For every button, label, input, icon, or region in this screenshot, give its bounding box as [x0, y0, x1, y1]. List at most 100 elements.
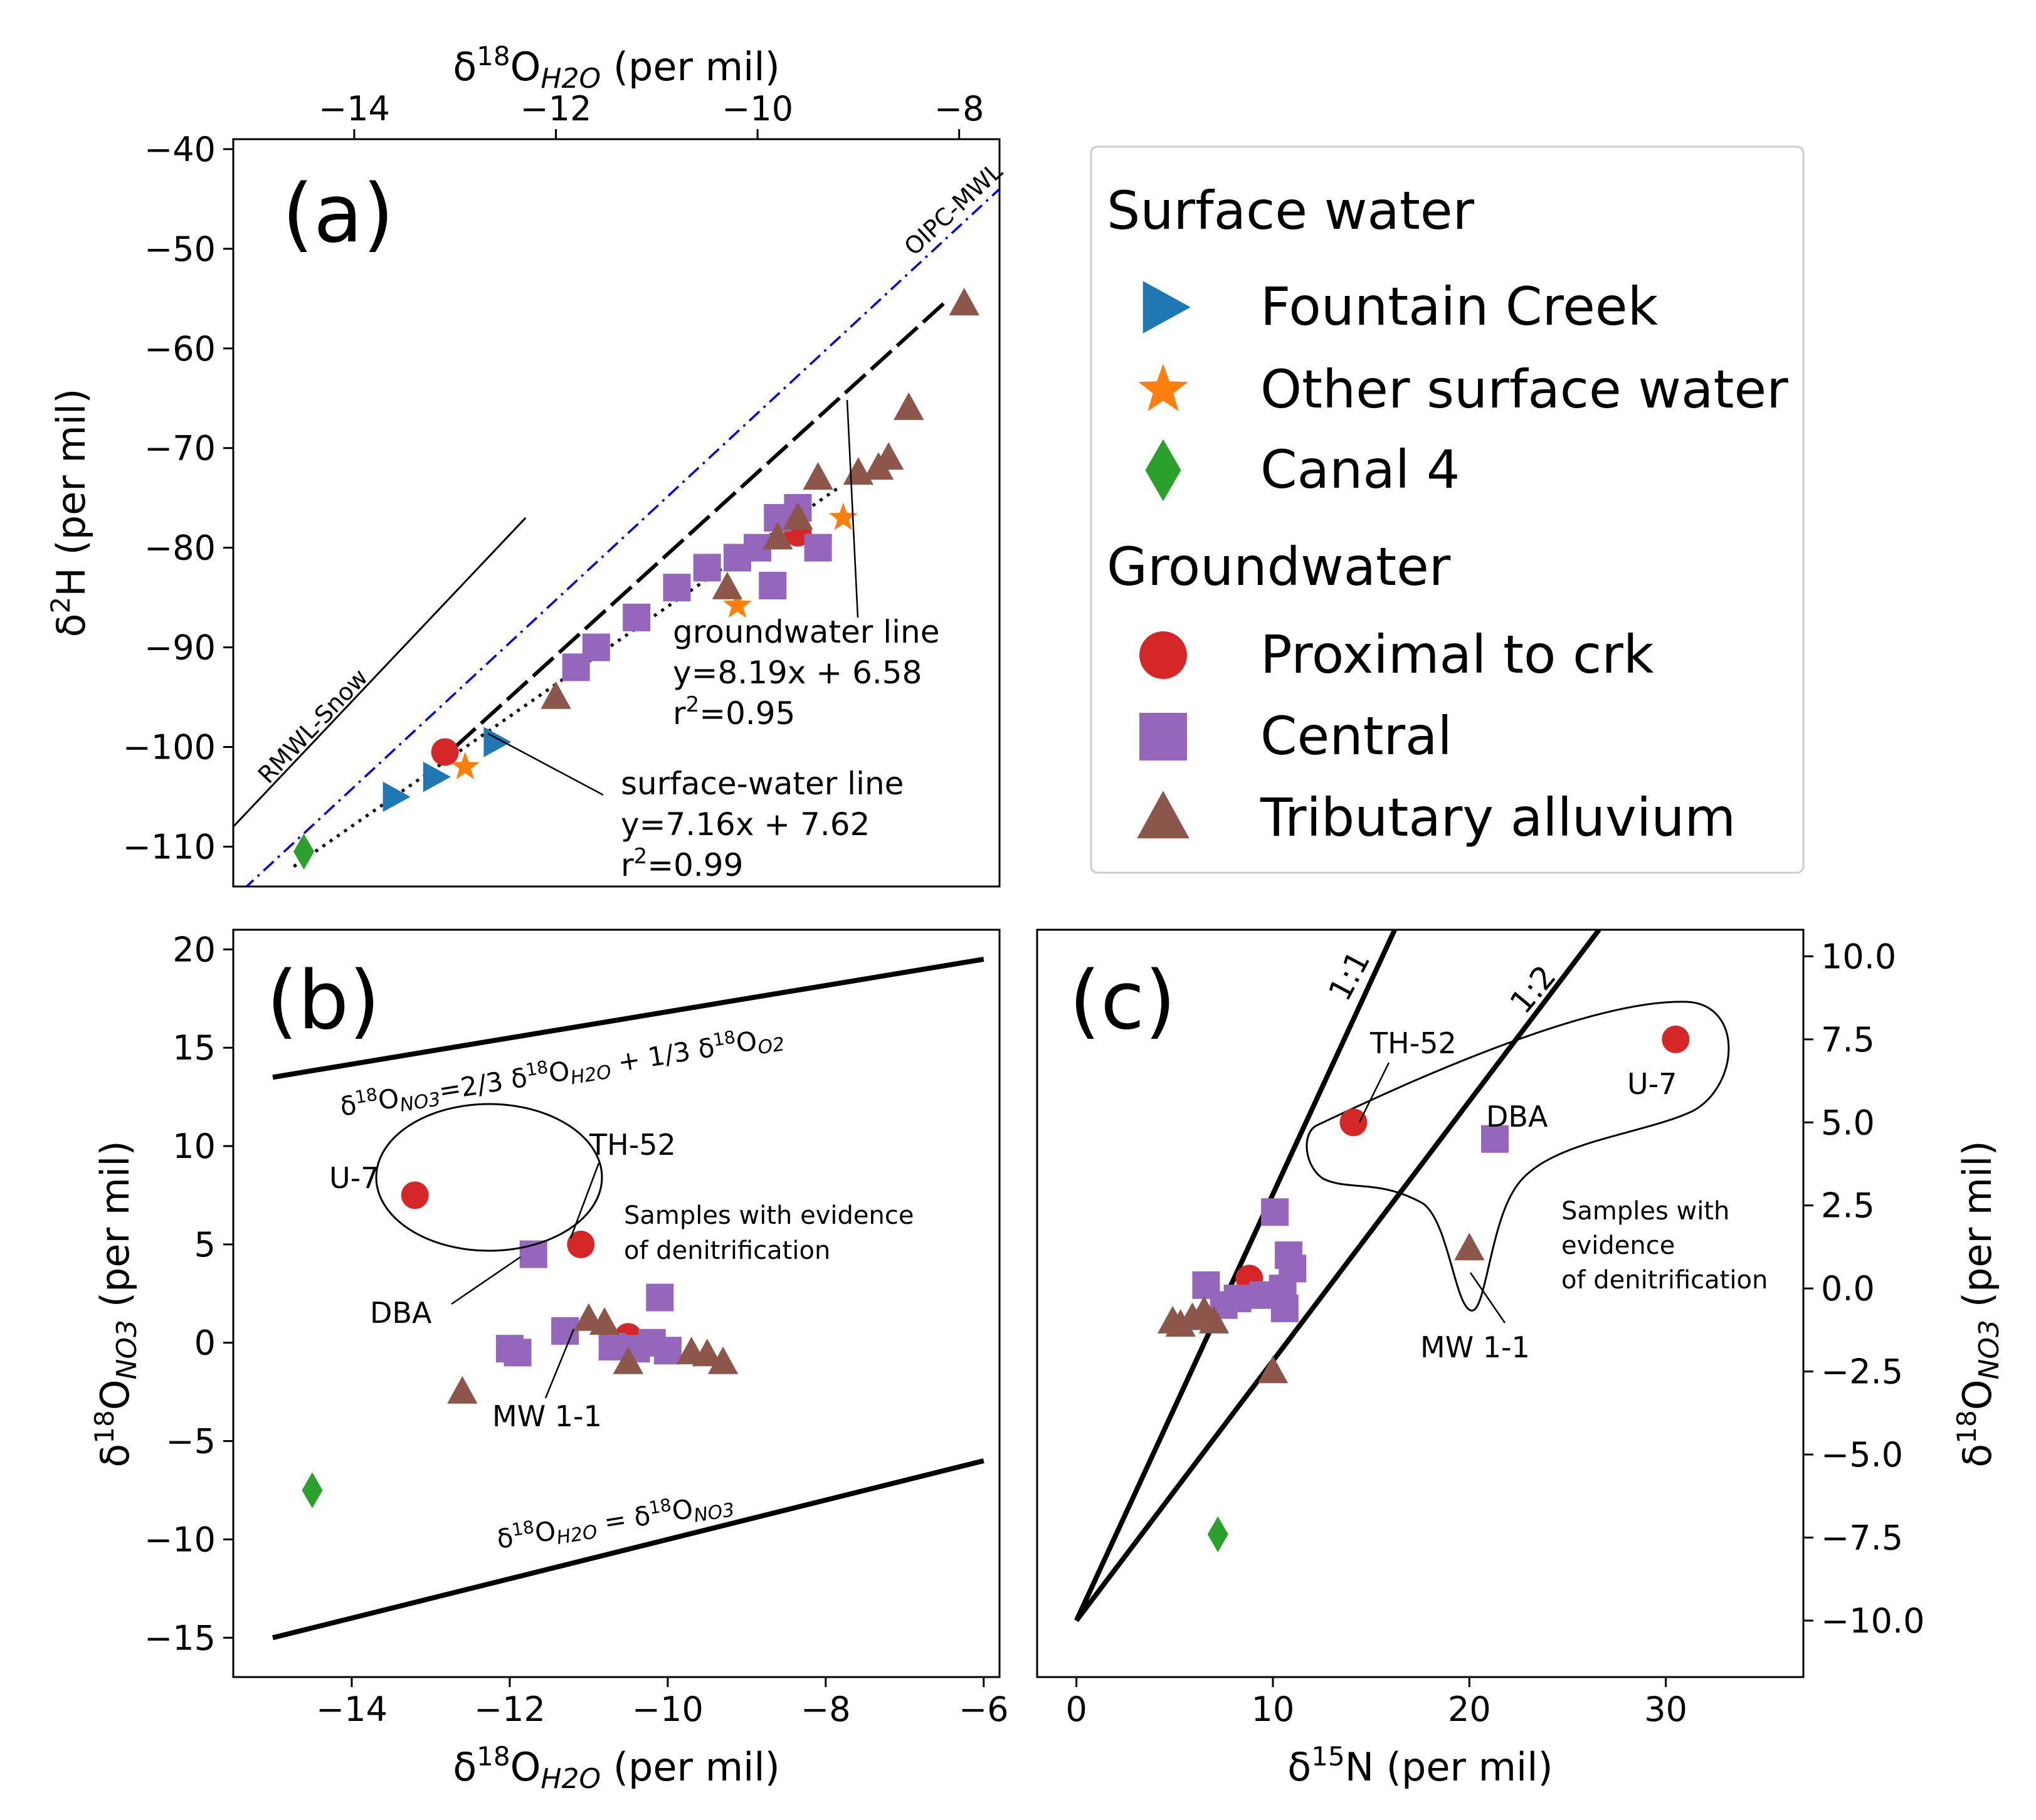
triangle-up-icon — [1137, 791, 1189, 839]
panel-b-ytick-label: 5 — [194, 1225, 216, 1265]
groundwater-line — [453, 297, 951, 749]
panel-c-label: (c) — [1069, 954, 1176, 1048]
panel-c-denit-text-3: of denitrification — [1561, 1266, 1768, 1295]
central-point — [646, 1283, 674, 1312]
lower-line-equation: δ18OH2O = δ18ONO3 — [494, 1485, 736, 1559]
legend-frame — [1090, 145, 1805, 874]
rmwl-snow-line — [233, 517, 527, 828]
panel-a-xtick-label: −14 — [319, 89, 390, 129]
tributary-point — [783, 502, 813, 530]
central-point — [693, 554, 721, 582]
panel-a-ytick-label: −110 — [123, 827, 216, 866]
tributary-point — [1257, 1355, 1289, 1384]
fountain-point — [423, 761, 451, 792]
panel-c-label-u7: U-7 — [1627, 1067, 1677, 1101]
panel-c-ytick-label: −10.0 — [1821, 1601, 1924, 1641]
legend-items: Fountain Creek Other surface water Canal 4… — [1137, 276, 1788, 848]
panel-a: −14 −12 −10 −8 −40 −50 −60 −70 −80 −90 −100 −110 (a… — [45, 41, 1008, 888]
panel-a-xtick-label: −12 — [520, 89, 592, 129]
panel-b-label: (b) — [266, 954, 380, 1048]
panel-c-points — [1158, 1025, 1690, 1552]
panel-b-ytick-label: 15 — [172, 1028, 216, 1068]
one-to-one-line — [1074, 930, 1397, 1622]
panel-b-points — [302, 1181, 739, 1508]
one-to-one-line — [272, 1458, 984, 1641]
panel-a-ytick-label: −40 — [144, 130, 216, 169]
legend-groundwater-header: Groundwater — [1107, 536, 1451, 597]
panel-a-xtick-label: −8 — [934, 89, 984, 129]
panel-b-ytick-label: 20 — [172, 930, 216, 969]
diamond-icon — [1145, 439, 1181, 502]
tributary-point — [1177, 1302, 1208, 1330]
panel-a-ytick-label: −80 — [144, 529, 216, 568]
panel-c-ytick-label: 10.0 — [1821, 937, 1896, 976]
central-point — [653, 1337, 682, 1365]
panel-b-label-th52: TH-52 — [589, 1128, 676, 1162]
central-point — [1270, 1294, 1299, 1322]
gw-leader-line — [846, 399, 859, 618]
panel-b-ylabel: δ18ONO3 (per mil) — [89, 1140, 143, 1467]
legend-label-central: Central — [1260, 705, 1452, 767]
sw-line-title: surface-water line — [621, 765, 904, 802]
theoretical-upper-line — [272, 957, 984, 1080]
ratio-1-2-label: 1:2 — [1503, 959, 1563, 1021]
panel-c-ytick-label: −7.5 — [1821, 1518, 1903, 1557]
panel-b-th52-leader — [569, 1162, 600, 1239]
panel-c-lines — [1074, 930, 1601, 1623]
panel-c-ytick-label: 7.5 — [1821, 1020, 1875, 1060]
panel-b-denitrification-ellipse — [375, 1103, 603, 1252]
legend-label-canal: Canal 4 — [1260, 439, 1460, 500]
panel-a-points — [293, 287, 979, 870]
gw-line-equation: y=8.19x + 6.58 — [673, 655, 922, 691]
square-icon — [1139, 713, 1187, 760]
canal-point — [1207, 1516, 1228, 1552]
panel-c-xtick-label: 10 — [1252, 1690, 1295, 1729]
panel-c-denit-text-1: Samples with — [1561, 1197, 1729, 1226]
panel-b-xtick-label: −12 — [474, 1690, 546, 1729]
panel-a-ytick-label: −70 — [144, 429, 216, 468]
panel-b-mw11-leader — [544, 1328, 575, 1399]
sw-leader-line — [487, 732, 604, 796]
panel-a-ylabel: δ2H (per mil) — [45, 389, 94, 638]
circle-icon — [1139, 631, 1187, 679]
central-point — [759, 572, 787, 600]
proximal-point — [1662, 1025, 1690, 1053]
proximal-point — [431, 738, 459, 766]
tributary-point — [894, 392, 924, 420]
proximal-point — [567, 1230, 595, 1258]
tributary-point — [762, 522, 793, 550]
panel-b-frame — [232, 928, 1001, 1678]
panel-b-xlabel: δ18OH2O (per mil) — [453, 1741, 780, 1795]
panel-a-ytick-label: −60 — [144, 329, 216, 369]
panel-b-ytick-label: −15 — [144, 1618, 216, 1658]
fountain-point — [382, 781, 411, 813]
panel-c-denitrification-outline — [1305, 1001, 1730, 1312]
panel-c-ylabel: δ18ONO3 (per mil) — [1951, 1140, 2005, 1467]
other_sw-point — [450, 752, 480, 779]
panel-a-ytick-label: −90 — [144, 628, 216, 668]
tributary-point — [613, 1346, 644, 1374]
gw-line-title: groundwater line — [673, 614, 940, 650]
tributary-point — [692, 1339, 723, 1367]
panel-c-xtick-label: 30 — [1644, 1690, 1687, 1729]
tributary-point — [949, 287, 979, 315]
central-point — [1192, 1271, 1220, 1299]
panel-c-th52-leader — [1358, 1062, 1390, 1123]
central-point — [582, 633, 610, 661]
tributary-point — [803, 462, 833, 490]
panel-b: −14 −12 −10 −8 −6 20 15 10 5 0 −5 −10 −15 (b) δ18OH2… — [89, 928, 1009, 1795]
panel-b-label-mw11: MW 1-1 — [492, 1399, 602, 1433]
tributary-point — [712, 571, 743, 599]
panel-a-ytick-label: −100 — [123, 727, 216, 767]
panel-b-dba-leader — [451, 1256, 521, 1305]
panel-b-ytick-label: 0 — [194, 1323, 216, 1363]
panel-a-xtick-label: −10 — [722, 89, 793, 129]
panel-b-xtick-label: −8 — [801, 1690, 851, 1729]
panel-a-ticks: −14 −12 −10 −8 −40 −50 −60 −70 −80 −90 −100 −110 — [123, 89, 984, 866]
panel-c-ytick-label: 0.0 — [1821, 1269, 1875, 1308]
one-to-two-line — [1074, 930, 1601, 1623]
tributary-point — [707, 1346, 739, 1374]
oipc-mwl-label: OIPC-MWL — [899, 157, 1008, 261]
central-point — [1261, 1198, 1289, 1226]
